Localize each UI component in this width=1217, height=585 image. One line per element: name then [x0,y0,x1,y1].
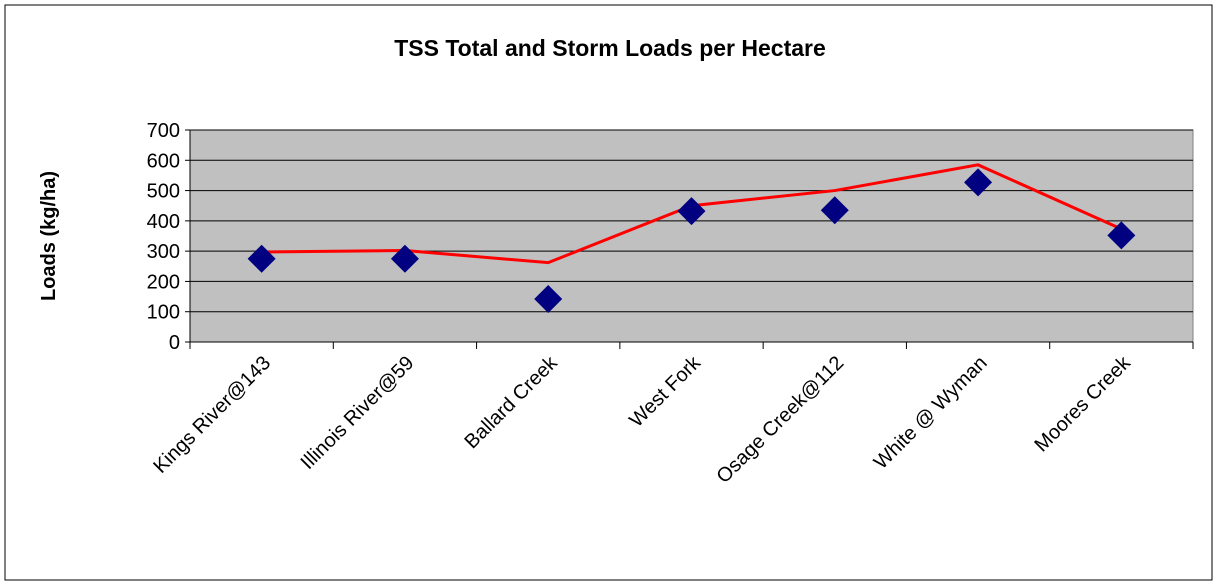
y-tick-label: 200 [147,271,180,293]
diamond-marker [964,168,993,197]
y-axis-label: Loads (kg/ha) [38,171,60,301]
plot-area [189,129,1194,343]
diamond-marker [677,197,706,226]
y-tick-label: 500 [147,181,180,203]
y-tick-label: 0 [169,332,180,354]
diamond-marker [1107,221,1136,250]
y-tick-label: 100 [147,302,180,324]
y-tick-label: 600 [147,150,180,172]
y-tick-label: 300 [147,241,180,263]
diamond-marker [247,244,276,273]
diamond-marker [534,284,563,313]
y-tick-label: 700 [147,120,180,142]
chart-title: TSS Total and Storm Loads per Hectare [394,35,826,61]
y-tick-label: 400 [147,211,180,233]
diamond-marker [820,196,849,225]
diamond-marker [390,244,419,273]
